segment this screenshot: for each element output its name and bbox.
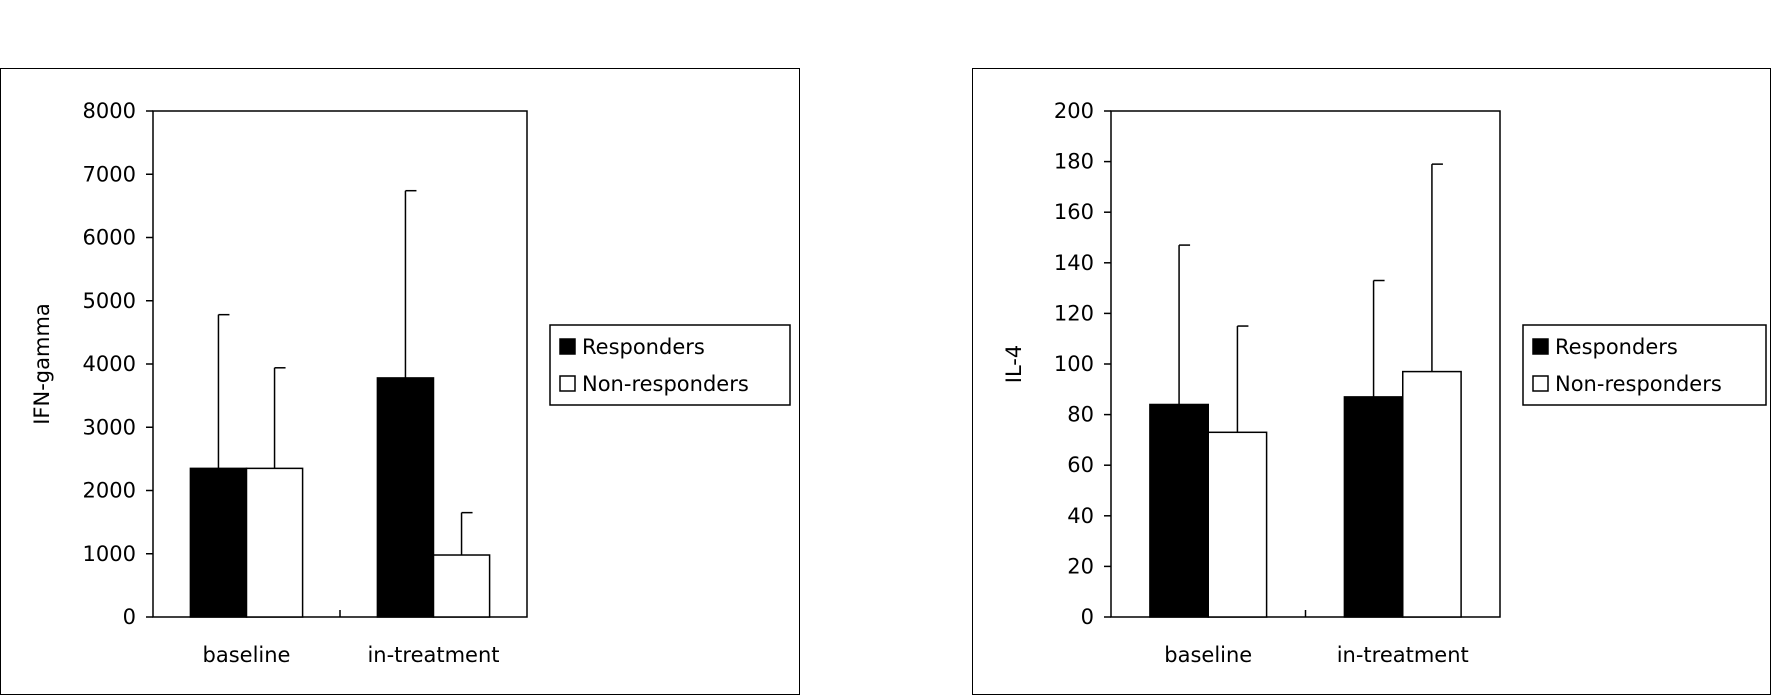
y-tick-label: 0 [1081, 605, 1094, 629]
legend-label: Responders [1555, 335, 1678, 359]
y-tick-label: 2000 [83, 479, 136, 503]
y-tick-label: 1000 [83, 542, 136, 566]
y-axis-label: IL-4 [1002, 345, 1026, 383]
x-tick-label: in-treatment [367, 643, 499, 667]
bar [432, 554, 491, 618]
y-tick-label: 120 [1054, 301, 1094, 325]
legend [1522, 324, 1767, 406]
legend-swatch [1532, 375, 1549, 392]
chart-panel-ifn-gamma: 0 1000 2000 3000 4000 5000 6000 7000 8000 IFN-gam… [0, 68, 800, 695]
legend-swatch [559, 375, 576, 392]
y-tick-label: 20 [1067, 554, 1094, 578]
chart-panel-il-4: 0 20 40 60 80 100 120 140 160 180 200 IL-4 baseline i… [972, 68, 1771, 695]
y-tick-label: 80 [1067, 403, 1094, 427]
y-tick-label: 5000 [83, 289, 136, 313]
y-tick-label: 6000 [83, 226, 136, 250]
y-tick-label: 40 [1067, 504, 1094, 528]
y-tick-label: 180 [1054, 150, 1094, 174]
legend-swatch [559, 338, 576, 355]
y-tick-label: 140 [1054, 251, 1094, 275]
y-tick-label: 7000 [83, 162, 136, 186]
legend-label: Non-responders [582, 372, 749, 396]
legend [549, 324, 791, 406]
y-tick-label: 4000 [83, 352, 136, 376]
bar [376, 377, 435, 618]
y-tick-label: 0 [123, 605, 136, 629]
y-tick-label: 60 [1067, 453, 1094, 477]
x-tick-label: baseline [1164, 643, 1252, 667]
y-tick-label: 100 [1054, 352, 1094, 376]
y-tick-label: 8000 [83, 99, 136, 123]
y-axis-label: IFN-gamma [30, 303, 54, 425]
bar [1149, 403, 1209, 618]
y-tick-label: 200 [1054, 99, 1094, 123]
chart-il-4: 0 20 40 60 80 100 120 140 160 180 200 IL-4 baseline i… [1002, 99, 1767, 667]
legend-label: Non-responders [1555, 372, 1722, 396]
bar [1207, 431, 1268, 618]
x-tick-label: in-treatment [1337, 643, 1469, 667]
bar [1343, 396, 1404, 618]
bar [189, 467, 248, 618]
bar [245, 467, 304, 618]
legend-swatch [1532, 338, 1549, 355]
chart-ifn-gamma: 0 1000 2000 3000 4000 5000 6000 7000 8000 IFN-gam… [30, 99, 791, 667]
x-tick-label: baseline [203, 643, 291, 667]
bar [1402, 370, 1462, 618]
y-tick-label: 3000 [83, 415, 136, 439]
legend-label: Responders [582, 335, 705, 359]
y-tick-label: 160 [1054, 200, 1094, 224]
